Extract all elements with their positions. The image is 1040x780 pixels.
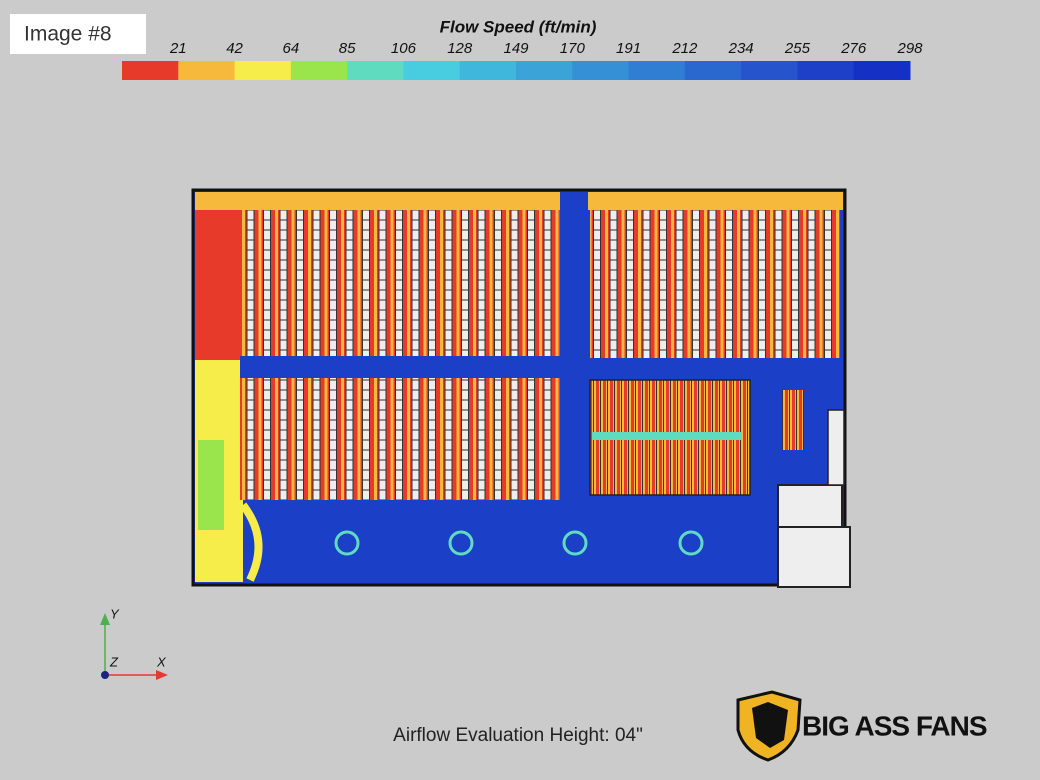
racks-upper-left [240, 210, 560, 358]
colorbar-segment [459, 61, 517, 80]
logo: BIG ASS FANS [736, 690, 988, 762]
colorbar-tick-label: 234 [728, 40, 754, 57]
colorbar-segment [572, 61, 630, 80]
y-label: Y [110, 606, 120, 621]
vortex [334, 530, 360, 556]
logo-mark [752, 702, 788, 748]
badge-text: Image #8 [24, 23, 112, 46]
colorbar-tick-label: 170 [560, 40, 586, 57]
badge: Image #8 [10, 14, 146, 54]
origin [101, 671, 109, 679]
colorbar-segment [403, 61, 461, 80]
colorbar-segment [178, 61, 236, 80]
colorbar-segment [290, 61, 348, 80]
colorbar-tick-label: 106 [391, 40, 417, 57]
colorbar-segment [347, 61, 404, 80]
colorbar-tick-label: 42 [226, 40, 243, 57]
racks-lower-left [240, 378, 560, 500]
colorbar-tick-label: 85 [339, 40, 356, 57]
box-bottom [777, 526, 851, 588]
colorbar-tick-label: 276 [840, 40, 867, 57]
colorbar-segment [516, 61, 573, 80]
colorbar-segments [122, 61, 911, 80]
main-aisle [560, 192, 588, 582]
grid-band [592, 432, 742, 440]
small-grid [782, 390, 804, 450]
vortex [562, 530, 588, 556]
edge-flow [239, 502, 263, 582]
colorbar-segment [684, 61, 742, 80]
caption: Airflow Evaluation Height: 04" [393, 725, 643, 746]
aisle [240, 356, 560, 378]
vortex [678, 530, 704, 556]
colorbar-tick-label: 255 [784, 40, 811, 57]
y-arrowhead [100, 613, 110, 625]
axes-triad: Y Z X [100, 606, 168, 680]
colorbar-segment [628, 61, 686, 80]
racks-upper-right [590, 210, 840, 358]
colorbar-tick-label: 64 [283, 40, 300, 57]
logo-text: BIG ASS FANS [802, 710, 987, 741]
colorbar-tick-label: 149 [503, 40, 529, 57]
colorbar-segment [234, 61, 292, 80]
box-side [827, 409, 845, 486]
badge-box [10, 14, 146, 54]
left-zone-green [198, 440, 224, 530]
z-label: Z [109, 654, 119, 669]
x-label: X [156, 654, 167, 669]
vortex [448, 530, 474, 556]
colorbar-ticks: 021426485106128149170191212234255276298 [118, 40, 923, 57]
colorbar-title: Flow Speed (ft/min) [440, 17, 597, 36]
colorbar-segment [741, 61, 798, 80]
colorbar-segment [122, 61, 179, 80]
colorbar-tick-label: 21 [169, 40, 187, 57]
colorbar-tick-label: 128 [447, 40, 473, 57]
top-band [195, 192, 843, 210]
colorbar-tick-label: 191 [616, 40, 641, 57]
colorbar-segment [797, 61, 855, 80]
colorbar-segment [853, 61, 911, 80]
x-arrowhead [156, 670, 168, 680]
colorbar: Flow Speed (ft/min) 02142648510612814917… [118, 17, 923, 80]
flow-field [191, 188, 851, 588]
colorbar-tick-label: 212 [671, 40, 698, 57]
colorbar-tick-label: 298 [896, 40, 923, 57]
box-top [777, 484, 843, 528]
